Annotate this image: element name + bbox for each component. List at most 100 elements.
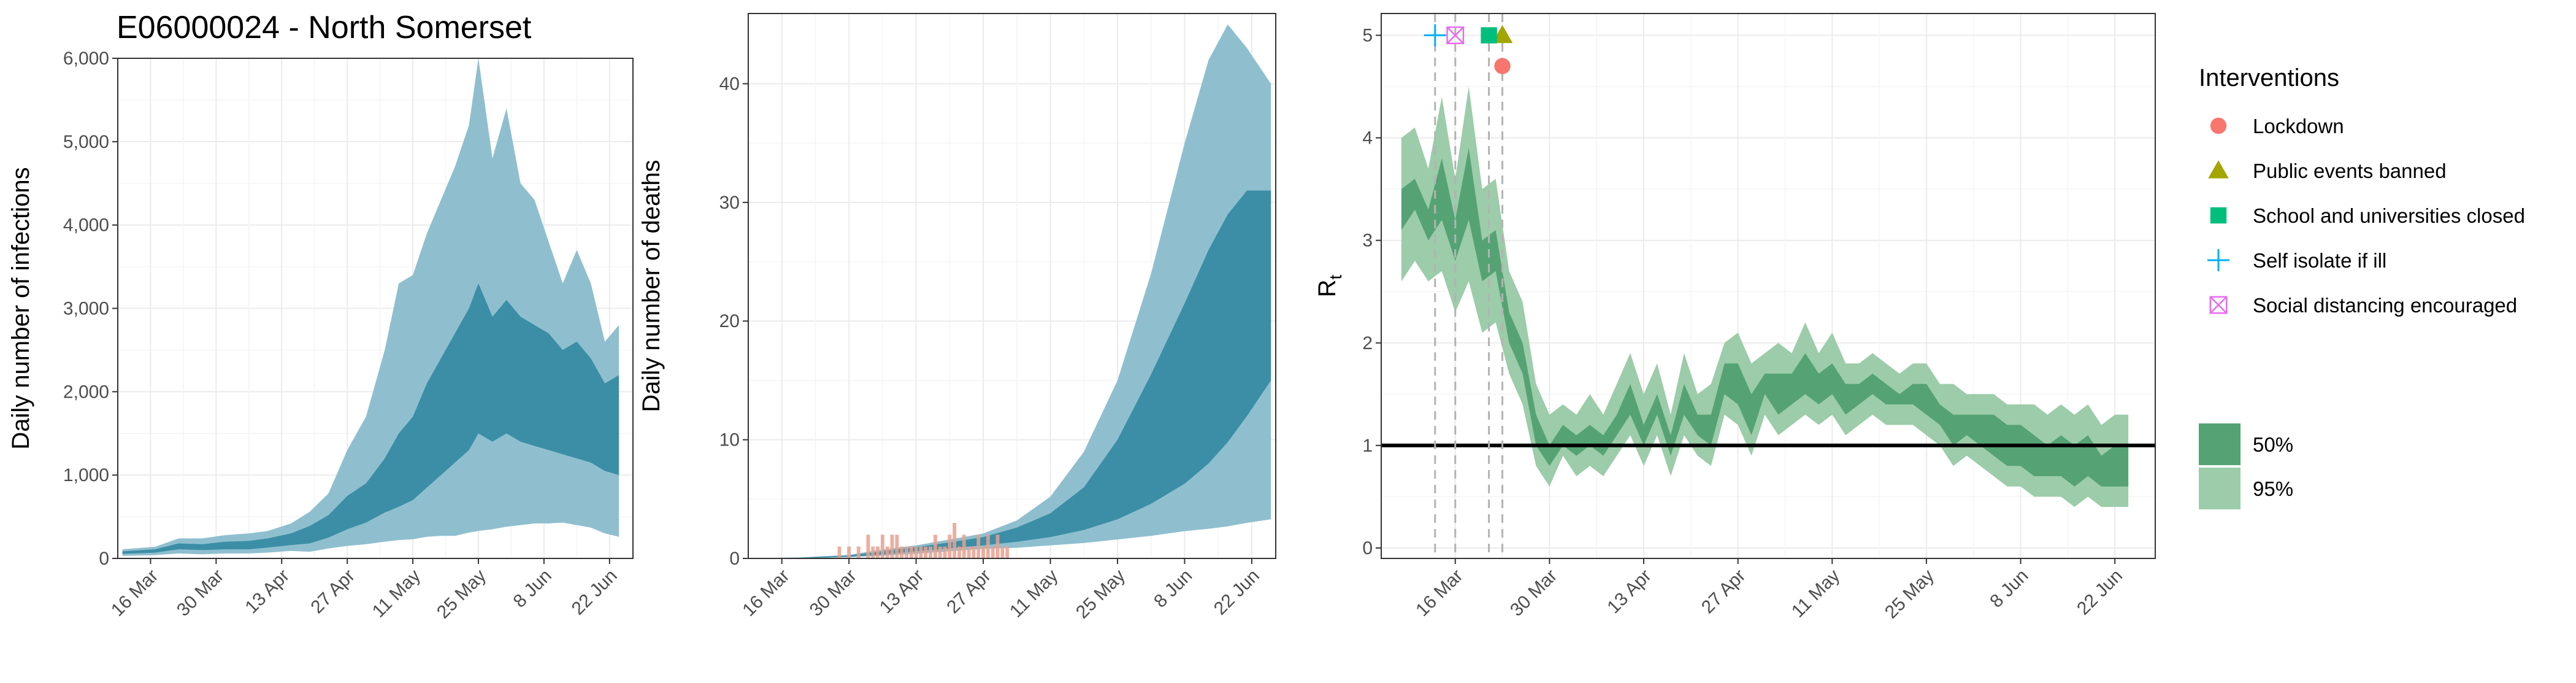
y-tick-label: 5,000 <box>63 132 109 152</box>
observed-death-bar <box>905 546 908 558</box>
legend-key-square <box>2210 207 2227 224</box>
observed-death-bar <box>876 546 880 558</box>
x-tick-label: 11 May <box>369 566 424 622</box>
observed-death-bar <box>967 546 971 558</box>
legend-item-label: Public events banned <box>2253 160 2447 182</box>
y-axis-label: Daily number of deaths <box>638 160 665 412</box>
observed-death-bar <box>890 534 894 558</box>
x-tick-label: 30 Mar <box>1506 566 1561 620</box>
observed-death-bar <box>929 546 933 558</box>
observed-death-bar <box>972 546 976 558</box>
x-tick-label: 30 Mar <box>806 566 861 620</box>
observed-death-bar <box>948 534 952 558</box>
legend-item-label: Social distancing encouraged <box>2253 294 2517 317</box>
x-tick-label: 22 Jun <box>2073 566 2126 619</box>
observed-death-bar <box>986 534 990 558</box>
y-tick-label: 2 <box>1362 333 1373 353</box>
y-tick-label: 0 <box>1362 538 1373 558</box>
legend-interventions: Lockdown Public events banned School and u… <box>2207 115 2525 317</box>
rt-panel: 0 1 2 3 4 5 16 Mar 30 Mar 13 Apr 27 Apr 11 May 25 M… <box>1314 13 2156 623</box>
observed-death-bar <box>871 546 875 558</box>
legend-interval-label: 50% <box>2253 433 2293 456</box>
y-tick-label: 10 <box>719 430 740 450</box>
observed-death-bar <box>900 546 904 558</box>
observed-death-bar <box>981 546 986 558</box>
legend-key-interval <box>2199 468 2241 509</box>
x-tick-label: 13 Apr <box>1603 566 1655 618</box>
observed-death-bar <box>962 534 966 558</box>
x-tick-label: 13 Apr <box>876 566 928 618</box>
intervention-marker <box>1492 25 1513 44</box>
observed-death-bar <box>943 546 947 558</box>
legend-item-label: School and universities closed <box>2253 204 2525 227</box>
observed-death-bar <box>953 522 957 558</box>
figure-title: E06000024 - North Somerset <box>117 10 532 45</box>
y-tick-label: 0 <box>729 549 740 569</box>
band-50pct <box>748 190 1271 558</box>
observed-death-bar <box>880 534 884 558</box>
y-tick-label: 3 <box>1362 231 1373 251</box>
observed-death-bar <box>933 534 937 558</box>
legend: Interventions Lockdown Public events bann… <box>2199 64 2525 509</box>
legend-key-triangle <box>2208 160 2229 179</box>
legend-item-label: Lockdown <box>2253 115 2344 137</box>
y-axis-label: Daily number of infections <box>7 167 34 449</box>
legend-key-plus <box>2207 249 2229 271</box>
x-tick-label: 13 Apr <box>242 566 294 618</box>
intervention-marker <box>1481 27 1497 44</box>
y-tick-label: 30 <box>719 193 740 213</box>
x-tick-label: 22 Jun <box>568 566 621 619</box>
observed-death-bar <box>995 534 1000 558</box>
x-tick-label: 16 Mar <box>107 566 162 620</box>
y-tick-label: 1 <box>1362 436 1373 456</box>
observed-death-bar <box>866 534 870 558</box>
y-tick-label: 1,000 <box>63 465 109 485</box>
band-50pct <box>122 283 619 554</box>
y-tick-label: 20 <box>719 311 740 331</box>
observed-death-bar <box>856 546 861 558</box>
x-tick-label: 27 Apr <box>307 566 359 618</box>
x-tick-label: 25 May <box>1072 566 1129 623</box>
observed-death-bar <box>885 546 889 558</box>
legend-item-label: Self isolate if ill <box>2253 249 2386 272</box>
y-tick-label: 6,000 <box>63 48 109 69</box>
legend-title: Interventions <box>2199 64 2339 91</box>
band-95pct <box>1401 87 2129 507</box>
y-tick-label: 40 <box>719 74 740 94</box>
observed-death-bar <box>938 546 942 558</box>
intervention-marker <box>1494 58 1511 74</box>
legend-key-interval <box>2199 423 2241 465</box>
panel-border <box>748 13 1276 559</box>
x-tick-label: 8 Jun <box>510 566 556 612</box>
observed-death-bar <box>847 546 851 558</box>
y-tick-label: 5 <box>1362 26 1373 46</box>
x-tick-label: 11 May <box>1006 566 1062 622</box>
x-tick-label: 22 Jun <box>1210 566 1263 619</box>
y-tick-label: 4 <box>1362 128 1373 149</box>
observed-death-bar <box>895 534 899 558</box>
observed-death-bar <box>914 546 918 558</box>
observed-death-bar <box>837 546 841 558</box>
observed-death-bar <box>1005 546 1010 558</box>
legend-key-circle <box>2210 117 2227 134</box>
x-tick-label: 16 Mar <box>1412 566 1466 620</box>
x-tick-label: 27 Apr <box>943 566 995 618</box>
panel-border <box>1381 13 2156 559</box>
plot-area <box>1381 87 2155 507</box>
observed-death-bar <box>991 546 995 558</box>
x-tick-label: 16 Mar <box>738 566 793 620</box>
x-tick-label: 27 Apr <box>1698 566 1750 618</box>
x-tick-label: 25 May <box>1881 566 1938 623</box>
observed-death-bar <box>909 546 913 558</box>
y-tick-label: 4,000 <box>63 215 109 236</box>
legend-interval-label: 95% <box>2253 477 2293 500</box>
y-tick-label: 3,000 <box>63 299 109 319</box>
observed-death-bar <box>976 534 981 558</box>
observed-death-bar <box>957 546 961 558</box>
observed-death-bar <box>924 546 928 558</box>
x-tick-label: 8 Jun <box>1150 566 1196 612</box>
x-tick-label: 30 Mar <box>173 566 228 620</box>
y-tick-label: 2,000 <box>63 382 109 402</box>
